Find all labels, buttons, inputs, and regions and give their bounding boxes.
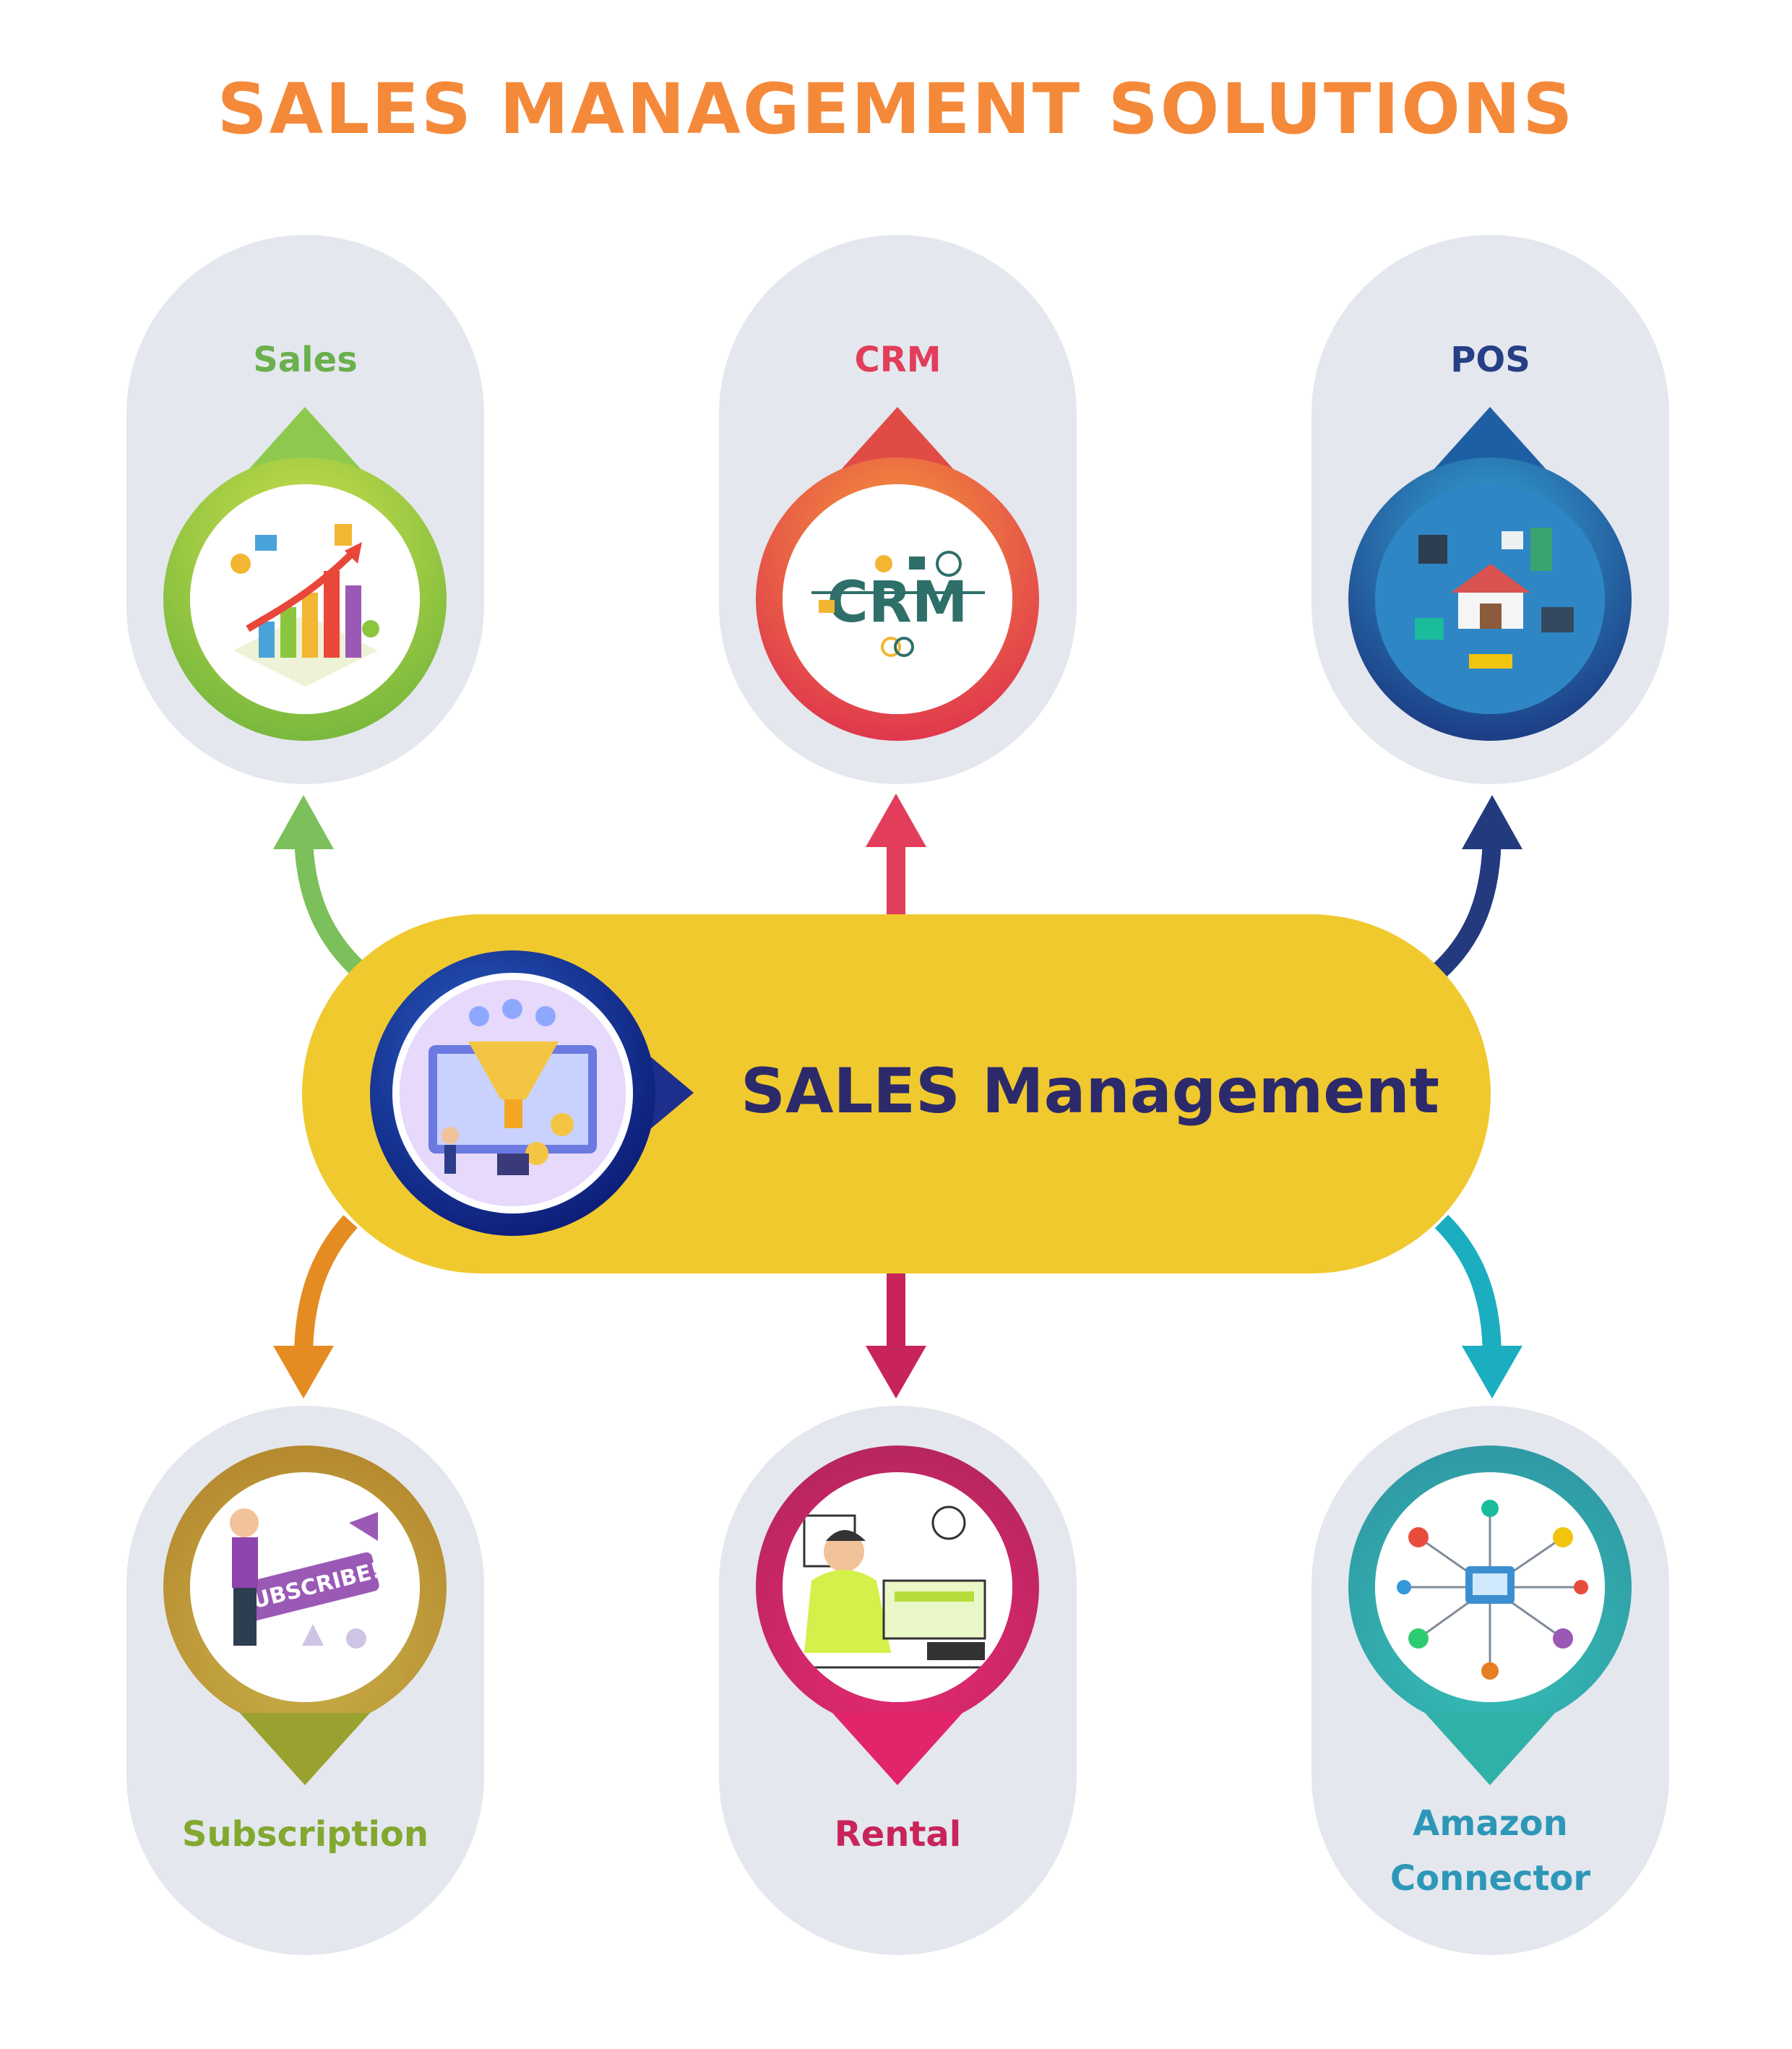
pos-pin bbox=[1348, 407, 1632, 747]
module-card-sales[interactable]: Sales bbox=[126, 235, 484, 784]
rental-icon bbox=[783, 1472, 1012, 1702]
module-label-pos: POS bbox=[1450, 340, 1530, 380]
arrow-head-pos bbox=[1462, 795, 1522, 849]
arrow-head-subscription bbox=[273, 1346, 334, 1399]
module-card-pos[interactable]: POS bbox=[1311, 235, 1669, 784]
sales-pin bbox=[163, 407, 447, 747]
module-label-crm: CRM bbox=[854, 340, 942, 380]
pos-icon bbox=[1375, 484, 1605, 714]
module-label-rental: Rental bbox=[834, 1814, 962, 1855]
hub-title: SALES Management bbox=[741, 1055, 1439, 1127]
module-card-subscription[interactable]: SUBSCRIBE! Subscription bbox=[126, 1406, 484, 1955]
arrow-to-pos bbox=[1431, 830, 1502, 979]
svg-text:CRM: CRM bbox=[827, 570, 968, 635]
page-title: SALES MANAGEMENT SOLUTIONS bbox=[217, 69, 1575, 150]
module-card-rental[interactable]: Rental bbox=[719, 1406, 1077, 1955]
arrow-head-rental bbox=[866, 1346, 926, 1399]
arrow-head-crm bbox=[866, 794, 926, 847]
module-card-crm[interactable]: CRM CRM bbox=[719, 235, 1077, 784]
subscription-icon: SUBSCRIBE! bbox=[190, 1472, 420, 1702]
amazon-connector-icon bbox=[1375, 1472, 1605, 1702]
arrow-to-amazon-connector bbox=[1434, 1214, 1502, 1359]
amazon-connector-pin bbox=[1348, 1446, 1632, 1785]
module-card-amazon-connector[interactable]: Amazon Connector bbox=[1311, 1406, 1669, 1955]
module-label-subscription: Subscription bbox=[181, 1814, 429, 1855]
arrow-head-sales bbox=[273, 795, 334, 849]
arrow-head-amazon-connector bbox=[1462, 1346, 1522, 1399]
sales-chart-icon bbox=[190, 484, 420, 714]
rental-pin bbox=[756, 1446, 1039, 1785]
arrow-to-sales bbox=[294, 830, 368, 979]
module-label-amazon-line2: Connector bbox=[1390, 1858, 1591, 1899]
arrow-to-subscription bbox=[294, 1215, 358, 1359]
crm-pin: CRM bbox=[756, 407, 1039, 747]
sales-funnel-icon bbox=[400, 980, 626, 1206]
module-label-amazon-line1: Amazon bbox=[1413, 1803, 1568, 1844]
module-label-sales: Sales bbox=[253, 340, 358, 380]
crm-icon: CRM bbox=[783, 484, 1012, 714]
subscription-pin: SUBSCRIBE! bbox=[163, 1446, 447, 1785]
